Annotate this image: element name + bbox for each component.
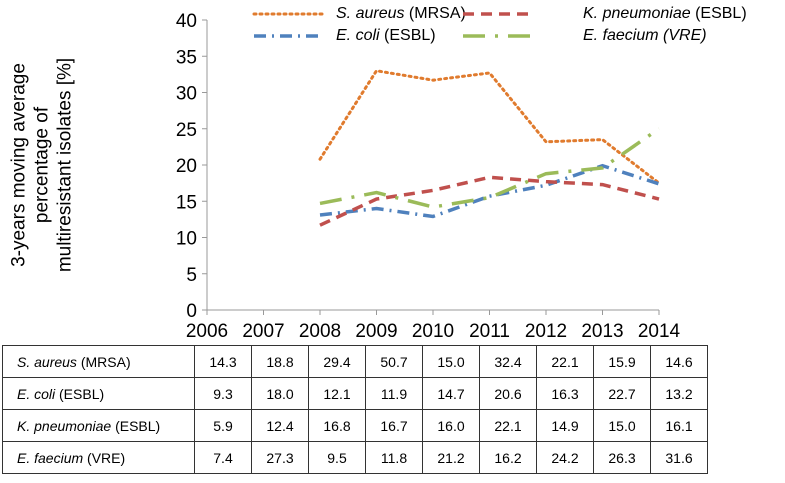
legend-label-italic: S. aureus bbox=[336, 5, 405, 22]
y-tick-label: 10 bbox=[176, 229, 197, 250]
row-header: E. faecium (VRE) bbox=[2, 441, 195, 474]
legend-label-italic: E. coli bbox=[336, 27, 380, 44]
series-lines bbox=[318, 69, 661, 227]
row-header: E. coli (ESBL) bbox=[2, 377, 195, 410]
table-cell: 16.3 bbox=[536, 377, 594, 410]
table-cell: 16.8 bbox=[308, 409, 366, 442]
legend-item-mrsa: S. aureus (MRSA) bbox=[252, 5, 466, 23]
table-cell: 11.9 bbox=[365, 377, 423, 410]
resistance-type: (ESBL) bbox=[111, 417, 161, 434]
legend-item-efaecium: E. faecium (VRE) bbox=[461, 27, 707, 45]
legend-label-suffix: (ESBL) bbox=[379, 27, 436, 44]
legend-swatch-kpneumoniae bbox=[463, 12, 531, 16]
table-cell: 29.4 bbox=[308, 345, 366, 378]
x-tick-label: 2014 bbox=[638, 321, 681, 342]
organism-name: E. coli bbox=[17, 385, 56, 402]
chart: 0 5 10 15 20 25 30 35 40 2006 2007 2008 2009 2010 201… bbox=[176, 11, 681, 342]
legend-label-suffix: (MRSA) bbox=[404, 5, 466, 22]
y-tick-label: 30 bbox=[176, 84, 197, 105]
x-tick-label: 2007 bbox=[242, 321, 284, 342]
table-cell: 14.7 bbox=[422, 377, 480, 410]
y-tick-label: 35 bbox=[176, 47, 197, 68]
table-cell: 27.3 bbox=[251, 441, 309, 474]
table-cell: 20.6 bbox=[479, 377, 537, 410]
table-cell: 15.0 bbox=[593, 409, 651, 442]
table-cell: 11.8 bbox=[365, 441, 423, 474]
organism-name: K. pneumoniae bbox=[17, 417, 112, 434]
y-axis-label-line: 3-years moving average bbox=[8, 63, 30, 267]
row-header: K. pneumoniae (ESBL) bbox=[2, 409, 195, 442]
table-cell: 50.7 bbox=[365, 345, 423, 378]
table-cell: 15.0 bbox=[422, 345, 480, 378]
table-cell: 22.1 bbox=[536, 345, 594, 378]
y-tick-label: 40 bbox=[176, 11, 197, 32]
x-tick-label: 2006 bbox=[186, 321, 228, 342]
table-cell: 14.6 bbox=[650, 345, 708, 378]
table-cell: 16.1 bbox=[650, 409, 708, 442]
legend-item-kpneumoniae: K. pneumoniae (ESBL) bbox=[461, 5, 747, 23]
y-tick-labels: 0 5 10 15 20 25 30 35 40 bbox=[176, 11, 197, 322]
table-cell: 14.3 bbox=[194, 345, 252, 378]
legend-swatch-ecoli bbox=[254, 34, 322, 38]
organism-name: S. aureus bbox=[17, 353, 77, 370]
table-cell: 14.9 bbox=[536, 409, 594, 442]
legend-label-suffix: (ESBL) bbox=[690, 5, 747, 22]
legend-label-italic: E. faecium (VRE) bbox=[583, 27, 707, 44]
table-cell: 5.9 bbox=[194, 409, 252, 442]
y-tick-label: 20 bbox=[176, 156, 197, 177]
table-row: K. pneumoniae (ESBL) 5.9 12.4 16.8 16.7 16.0 2… bbox=[2, 409, 708, 442]
axes bbox=[202, 19, 660, 315]
x-tick-label: 2010 bbox=[412, 321, 454, 342]
y-tick-label: 0 bbox=[186, 301, 197, 322]
x-tick-label: 2008 bbox=[299, 321, 341, 342]
resistance-type: (MRSA) bbox=[76, 353, 131, 370]
row-header: S. aureus (MRSA) bbox=[2, 345, 195, 378]
series-line-1 bbox=[319, 163, 660, 219]
table-cell: 7.4 bbox=[194, 441, 252, 474]
x-tick-label: 2009 bbox=[355, 321, 397, 342]
x-tick-label: 2011 bbox=[469, 321, 510, 342]
table-cell: 12.1 bbox=[308, 377, 366, 410]
table-cell: 32.4 bbox=[479, 345, 537, 378]
table-cell: 22.1 bbox=[479, 409, 537, 442]
legend-swatch-efaecium bbox=[463, 34, 531, 38]
resistance-type: (ESBL) bbox=[55, 385, 105, 402]
legend-label-italic: K. pneumoniae bbox=[583, 5, 691, 22]
legend-item-ecoli: E. coli (ESBL) bbox=[252, 27, 436, 45]
table-cell: 31.6 bbox=[650, 441, 708, 474]
table-cell: 26.3 bbox=[593, 441, 651, 474]
table-cell: 24.2 bbox=[536, 441, 594, 474]
y-axis-label-line: percentage of bbox=[31, 106, 53, 224]
table-cell: 21.2 bbox=[422, 441, 480, 474]
table-row: E. faecium (VRE) 7.4 27.3 9.5 11.8 21.2 16.2 24… bbox=[2, 441, 708, 474]
legend-swatch-mrsa bbox=[252, 12, 324, 16]
y-tick-label: 5 bbox=[186, 265, 197, 286]
table-cell: 16.7 bbox=[365, 409, 423, 442]
table-cell: 13.2 bbox=[650, 377, 708, 410]
y-axis-label-line: multiresistant isolates [%] bbox=[54, 57, 76, 273]
table-row: S. aureus (MRSA) 14.3 18.8 29.4 50.7 15.0 32.4… bbox=[2, 345, 708, 378]
table-cell: 9.3 bbox=[194, 377, 252, 410]
table-cell: 18.8 bbox=[251, 345, 309, 378]
table-cell: 9.5 bbox=[308, 441, 366, 474]
table-cell: 12.4 bbox=[251, 409, 309, 442]
y-tick-label: 25 bbox=[176, 120, 197, 141]
organism-name: E. faecium bbox=[17, 449, 84, 466]
resistance-type: (VRE) bbox=[83, 449, 126, 466]
table-cell: 18.0 bbox=[251, 377, 309, 410]
table-cell: 16.2 bbox=[479, 441, 537, 474]
table-row: E. coli (ESBL) 9.3 18.0 12.1 11.9 14.7 20.6 16.… bbox=[2, 377, 708, 410]
x-tick-label: 2012 bbox=[525, 321, 567, 342]
x-tick-labels: 2006 2007 2008 2009 2010 2011 2012 2013 2014 bbox=[186, 321, 681, 342]
table-cell: 16.0 bbox=[422, 409, 480, 442]
y-tick-label: 15 bbox=[176, 192, 197, 213]
series-line-2 bbox=[319, 175, 660, 227]
table-cell: 15.9 bbox=[593, 345, 651, 378]
x-tick-label: 2013 bbox=[581, 321, 623, 342]
data-table: S. aureus (MRSA) 14.3 18.8 29.4 50.7 15.0 32.4… bbox=[2, 345, 708, 474]
table-cell: 22.7 bbox=[593, 377, 651, 410]
